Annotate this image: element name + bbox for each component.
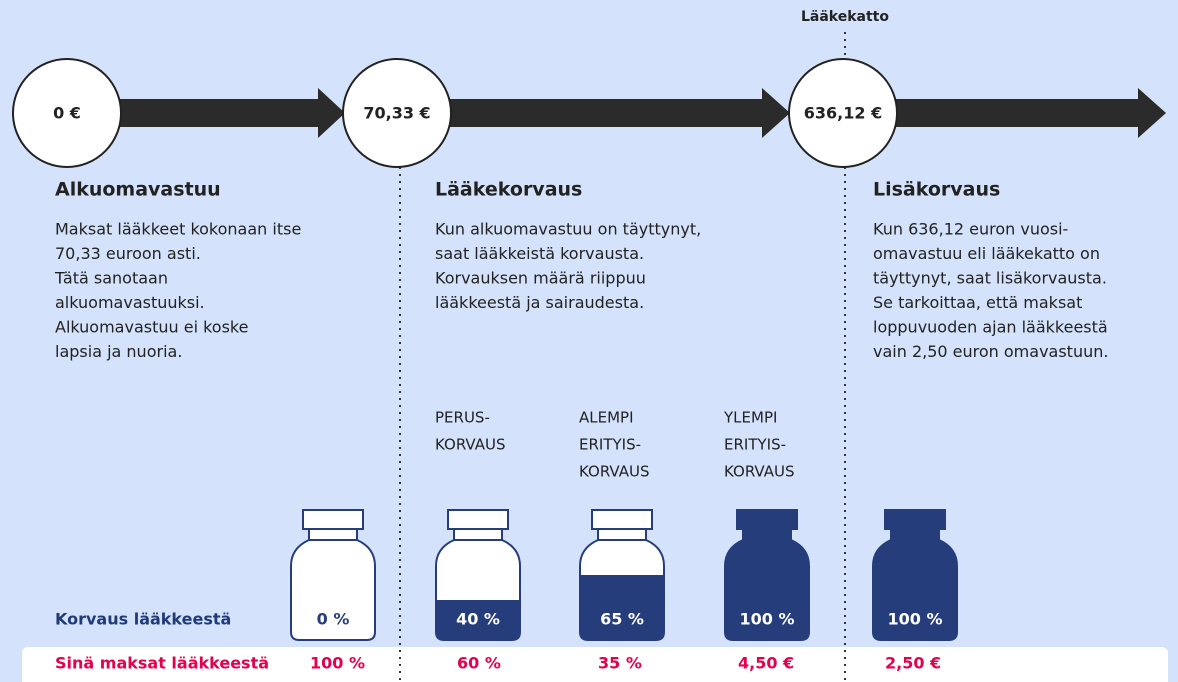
top-label: Lääkekatto xyxy=(801,9,889,25)
stage-text: Se tarkoittaa, että maksat xyxy=(873,293,1082,312)
bottle-cap xyxy=(302,509,364,530)
category-label: KORVAUS xyxy=(724,463,795,481)
stage-text: täyttynyt, saat lisäkorvausta. xyxy=(873,269,1107,288)
arrow xyxy=(430,88,790,138)
stage-title: Lisäkorvaus xyxy=(873,179,1000,201)
amount: 0 € xyxy=(53,104,81,123)
arrows xyxy=(95,88,1166,138)
stage-text: saat lääkkeistä korvausta. xyxy=(435,244,644,263)
bottle-outline xyxy=(435,539,521,641)
stage-title: Alkuomavastuu xyxy=(55,179,221,201)
bottle-fill xyxy=(580,575,664,640)
stage-text: loppuvuoden ajan lääkkeestä xyxy=(873,318,1108,337)
bottle-outline xyxy=(724,539,810,641)
stage-text: lapsia ja nuoria. xyxy=(55,342,182,361)
amount: 70,33 € xyxy=(363,104,430,123)
row-label: Korvaus lääkkeestä xyxy=(55,610,231,629)
bottle-fill xyxy=(873,540,957,640)
compensation-label: 100 % xyxy=(888,610,943,629)
bottle-cap xyxy=(447,509,509,530)
bottle-body xyxy=(291,540,375,640)
category-label: ERITYIS- xyxy=(724,436,786,454)
bottle-neck xyxy=(890,528,940,541)
compensation-label: 100 % xyxy=(740,610,795,629)
pay-label: 4,50 € xyxy=(738,654,794,673)
bottle-neck xyxy=(308,528,358,541)
pay-label: 60 % xyxy=(457,654,501,673)
category-label: KORVAUS xyxy=(579,463,650,481)
compensation-label: 0 % xyxy=(317,610,350,629)
compensation-label: 40 % xyxy=(456,610,500,629)
stage-text: Korvauksen määrä riippuu xyxy=(435,269,646,288)
bottle-cap xyxy=(591,509,653,530)
stage-text: Kun alkuomavastuu on täyttynyt, xyxy=(435,220,701,239)
stage-text: omavastuu eli lääkekatto on xyxy=(873,244,1100,263)
row-label: Sinä maksat lääkkeestä xyxy=(55,654,269,673)
bottle-cap xyxy=(884,509,946,530)
category-label: PERUS- xyxy=(435,409,490,427)
bottle-outline xyxy=(579,539,665,641)
pay-row-bg xyxy=(22,647,1168,682)
bottle-outline xyxy=(872,539,958,641)
bottle-cap xyxy=(736,509,798,530)
pay-label: 100 % xyxy=(310,654,365,673)
category-label: ERITYIS- xyxy=(579,436,641,454)
bottle-fill xyxy=(436,600,520,640)
stage-text: Alkuomavastuu ei koske xyxy=(55,318,248,337)
category-label: ALEMPI xyxy=(579,409,634,427)
category-label: KORVAUS xyxy=(435,436,506,454)
amount-circle xyxy=(12,58,122,168)
stage-text: lääkkeestä ja sairaudesta. xyxy=(435,293,644,312)
pay-label: 2,50 € xyxy=(885,654,941,673)
bottle-fill xyxy=(725,540,809,640)
compensation-label: 65 % xyxy=(600,610,644,629)
pay-label: 35 % xyxy=(598,654,642,673)
amount-circle xyxy=(342,58,452,168)
stage-text: Tätä sanotaan xyxy=(54,269,168,288)
stage-text: alkuomavastuuksi. xyxy=(55,293,205,312)
stage-text: Maksat lääkkeet kokonaan itse xyxy=(55,220,301,239)
category-label: YLEMPI xyxy=(723,409,777,427)
bottle-outline xyxy=(290,539,376,641)
bottle-neck xyxy=(742,528,792,541)
stage-text: vain 2,50 euron omavastuun. xyxy=(873,342,1108,361)
stage-title: Lääkekorvaus xyxy=(435,179,582,201)
arrow xyxy=(95,88,345,138)
bottle-neck xyxy=(597,528,647,541)
stage-text: 70,33 euroon asti. xyxy=(55,244,201,263)
amount-circle xyxy=(788,58,898,168)
amount: 636,12 € xyxy=(804,104,882,123)
stage-text: Kun 636,12 euron vuosi- xyxy=(873,220,1068,239)
arrow xyxy=(880,88,1166,138)
bottle-neck xyxy=(453,528,503,541)
